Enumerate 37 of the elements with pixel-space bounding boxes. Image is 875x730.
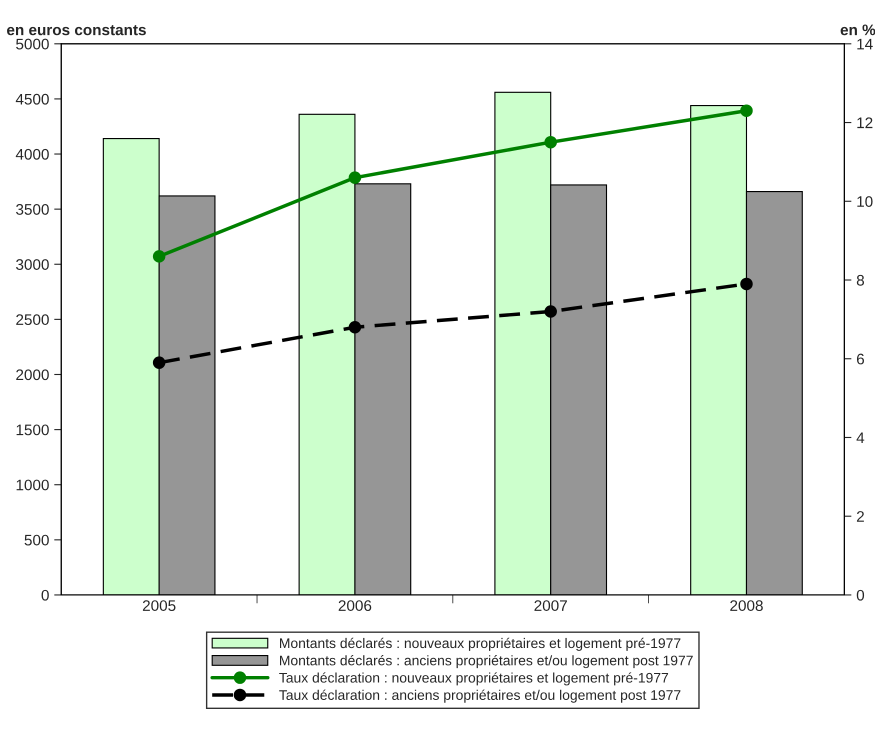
y-tick-label: 4500 <box>16 94 49 105</box>
legend-label: Montants déclarés : anciens propriétaires et/ou logement post 1977 <box>280 655 693 668</box>
y2-tick-label: 12 <box>857 117 872 128</box>
y2-tick-label: 0 <box>856 590 864 601</box>
y-tick-label: 500 <box>24 534 49 546</box>
y-axis-title: en euros constants <box>7 25 146 36</box>
legend-label: Montants déclarés : nouveaux propriétaires et logement pré-1977 <box>280 638 680 651</box>
y-tick-label: 3500 <box>16 204 49 215</box>
y2-tick-label: 4 <box>856 432 864 444</box>
y2-tick-label: 6 <box>856 354 864 364</box>
y2-tick-label: 10 <box>857 196 873 207</box>
point <box>544 136 557 148</box>
point <box>740 104 753 117</box>
point <box>544 305 557 318</box>
y-tick-label: 2000 <box>16 369 49 380</box>
legend-label: Taux déclaration : anciens propriétaires et/ou logement post 1977 <box>279 690 680 703</box>
point <box>348 321 362 334</box>
y-tick-label: 1500 <box>16 424 49 436</box>
point <box>152 356 166 369</box>
y-tick-label: 0 <box>42 590 49 601</box>
legend-label: Taux déclaration : nouveaux propriétaires et logement pré-1977 <box>279 672 668 686</box>
x-tick-label: 2008 <box>730 600 763 612</box>
y-tick-label: 5000 <box>16 38 49 50</box>
point <box>152 250 166 263</box>
y2-tick-label: 8 <box>856 274 864 286</box>
y-tick-label: 3000 <box>16 259 49 270</box>
x-tick-label: 2007 <box>534 600 567 612</box>
y-tick-label: 2500 <box>16 314 49 326</box>
y-tick-label: 4000 <box>16 148 49 160</box>
x-tick-label: 2006 <box>338 600 372 612</box>
y2-axis-title: en % <box>840 24 875 36</box>
y2-tick-label: 2 <box>856 511 864 522</box>
point <box>348 171 362 184</box>
x-tick-label: 2005 <box>142 600 176 612</box>
point <box>740 278 753 290</box>
y2-tick-label: 14 <box>857 38 873 50</box>
y-tick-label: 1000 <box>16 480 49 490</box>
